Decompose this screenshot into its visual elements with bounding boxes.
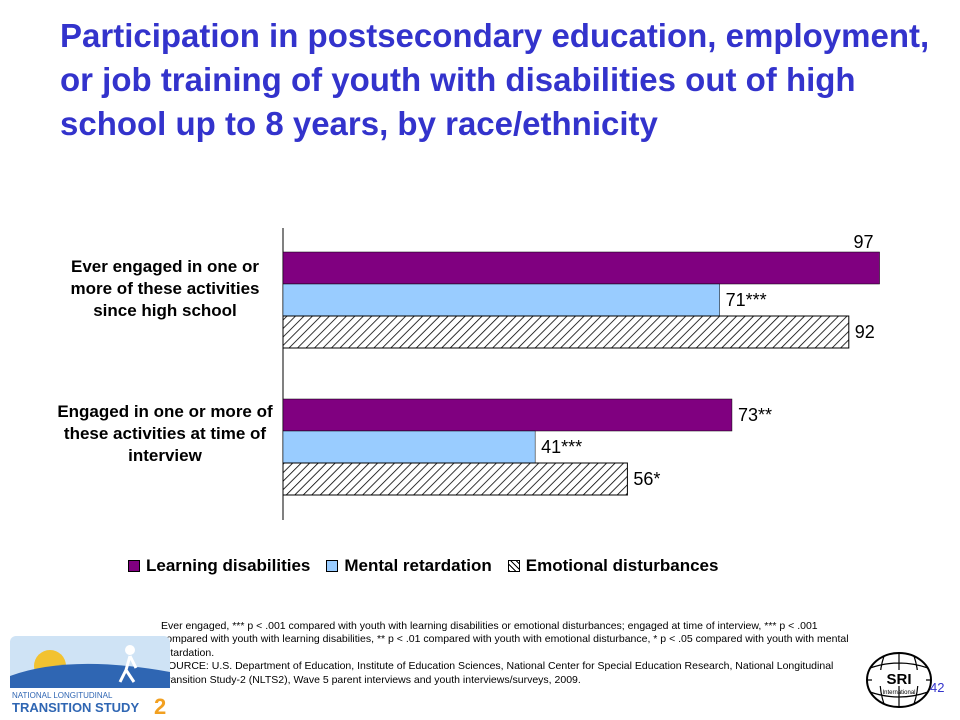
bar-learning-disabilities-cat0 bbox=[282, 251, 880, 285]
data-label-learning-disabilities-cat1: 73** bbox=[738, 405, 772, 425]
page-title: Participation in postsecondary education… bbox=[60, 17, 930, 142]
legend-label-learning-disabilities: Learning disabilities bbox=[146, 556, 311, 575]
data-label-learning-disabilities-cat0: 97 bbox=[854, 232, 874, 252]
legend-item-mental-retardation: Mental retardation bbox=[326, 556, 492, 576]
legend-item-learning-disabilities: Learning disabilities bbox=[128, 556, 310, 576]
legend-swatch-learning-disabilities bbox=[128, 560, 140, 572]
data-label-mental-retardation-cat1: 41*** bbox=[541, 437, 582, 457]
bar-mental-retardation-cat1 bbox=[282, 430, 536, 464]
bar-chart: 97 71*** 92 73** 41*** 56* bbox=[282, 228, 880, 520]
nlts2-logo: NATIONAL LONGITUDINAL TRANSITION STUDY 2 bbox=[10, 636, 170, 716]
legend-swatch-emotional-disturbances bbox=[507, 560, 520, 572]
bar-mental-retardation-cat0 bbox=[282, 283, 720, 317]
category-label-currently-engaged: Engaged in one or more of these activiti… bbox=[57, 402, 273, 465]
legend-swatch-mental-retardation bbox=[326, 560, 339, 572]
category-label-ever-engaged: Ever engaged in one or more of these act… bbox=[70, 257, 260, 320]
legend-item-emotional-disturbances: Emotional disturbances bbox=[507, 556, 719, 576]
page-number: 42 bbox=[930, 680, 945, 695]
footnote-significance: Ever engaged, *** p < .001 compared with… bbox=[161, 620, 849, 659]
footnote-source: SOURCE: U.S. Department of Education, In… bbox=[161, 660, 834, 686]
legend-label-mental-retardation: Mental retardation bbox=[344, 556, 492, 575]
bar-emotional-disturbances-cat1 bbox=[282, 462, 628, 496]
sri-logo-text: SRI bbox=[886, 671, 911, 688]
data-label-emotional-disturbances-cat1: 56* bbox=[633, 469, 660, 489]
chart-legend: Learning disabilities Mental retardation… bbox=[128, 555, 808, 577]
footnote: Ever engaged, *** p < .001 compared with… bbox=[161, 620, 861, 687]
nlts2-logo-line2: TRANSITION STUDY bbox=[12, 700, 139, 715]
data-label-mental-retardation-cat0: 71*** bbox=[726, 290, 767, 310]
bar-learning-disabilities-cat1 bbox=[282, 398, 733, 432]
nlts2-logo-num: 2 bbox=[154, 694, 166, 716]
sri-logo-subtext: International bbox=[882, 690, 915, 696]
sri-international-logo: SRI International bbox=[866, 652, 932, 708]
legend-label-emotional-disturbances: Emotional disturbances bbox=[525, 556, 719, 575]
bar-emotional-disturbances-cat0 bbox=[282, 315, 850, 349]
data-label-emotional-disturbances-cat0: 92 bbox=[855, 322, 875, 342]
nlts2-logo-line1: NATIONAL LONGITUDINAL bbox=[12, 691, 113, 700]
